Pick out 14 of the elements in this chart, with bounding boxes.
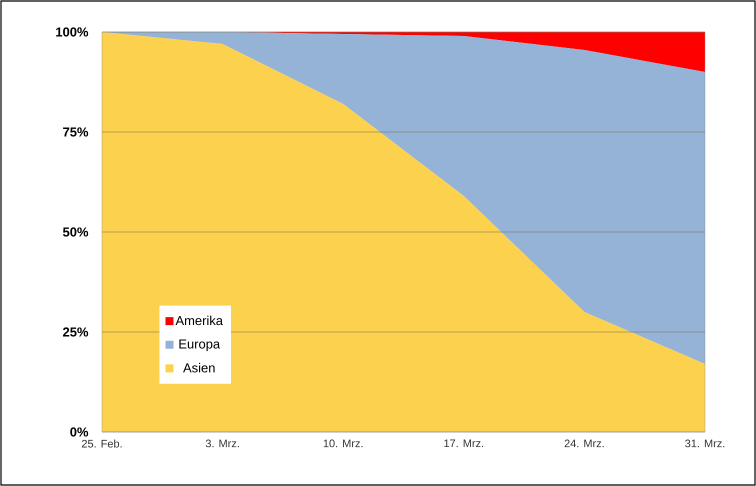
x-tick-label: 3. Mrz. xyxy=(206,440,239,448)
x-tick-label: 24. Mrz. xyxy=(564,440,604,448)
legend-label: Amerika xyxy=(176,316,223,326)
legend-label: Europa xyxy=(179,340,220,352)
y-tick-label: 50% xyxy=(62,227,88,237)
y-tick-label: 25% xyxy=(63,327,88,337)
y-tick-label: 100% xyxy=(56,27,88,37)
x-tick-label: 10. Mrz. xyxy=(324,440,362,448)
x-tick-label: 17. Mrz. xyxy=(444,440,484,448)
legend-label: Asien xyxy=(183,362,215,372)
y-tick-label: 75% xyxy=(63,127,88,137)
y-tick-label: 0% xyxy=(70,427,88,437)
x-tick-label: 25. Feb. xyxy=(82,440,122,448)
x-tick-label: 31. Mrz. xyxy=(685,440,724,448)
